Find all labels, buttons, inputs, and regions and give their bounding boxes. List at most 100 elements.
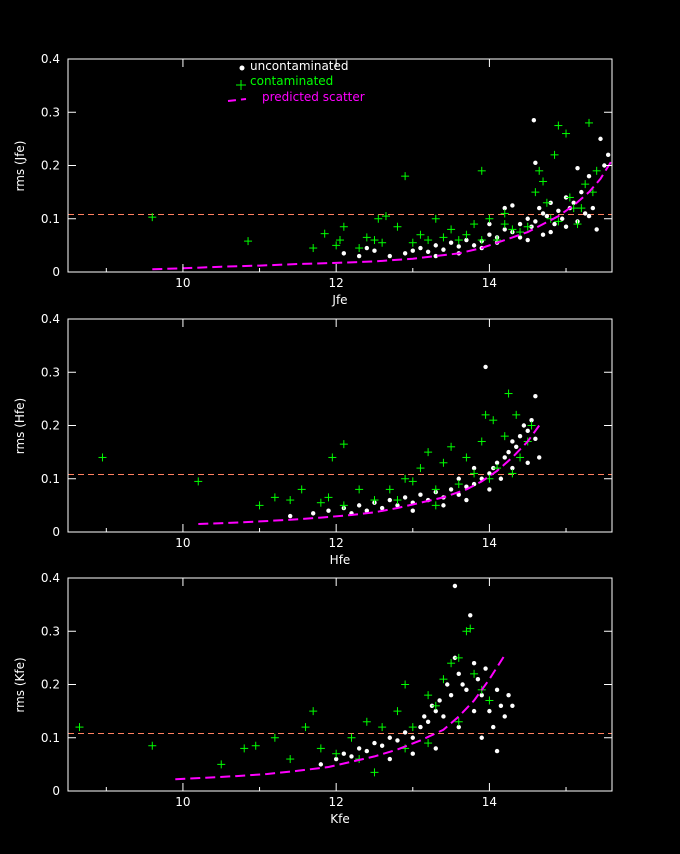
panel-kfe-ytick-label: 0 — [52, 784, 60, 798]
panel-jfe-uncontaminated-point — [502, 227, 507, 232]
panel-jfe-uncontaminated-point — [575, 165, 580, 171]
panel-jfe-contaminated-point — [581, 180, 590, 189]
panel-jfe: 10 12 14 0 0.1 0.2 0.3 0.4 Jfe rms (Jfe) — [13, 52, 613, 307]
panel-hfe-contaminated-point — [504, 389, 513, 398]
panel-kfe-uncontaminated-point — [395, 738, 400, 743]
panel-jfe-ylabel: rms (Jfe) — [13, 141, 27, 192]
panel-jfe-uncontaminated-point — [552, 221, 557, 227]
panel-hfe-contaminated-point — [431, 501, 440, 510]
panel-kfe-contaminated-point — [347, 733, 356, 742]
panel-kfe-uncontaminated-point — [422, 714, 427, 719]
panel-hfe-contaminated-point — [481, 410, 490, 419]
panel-kfe-uncontaminated-point — [456, 671, 461, 677]
panel-kfe-uncontaminated-point — [468, 613, 473, 618]
panel-kfe-contaminated-point — [148, 741, 157, 750]
panel-hfe-contaminated-point — [194, 477, 203, 486]
panel-jfe-uncontaminated-point — [582, 211, 588, 216]
panel-hfe-contaminated-point — [255, 501, 264, 510]
panel-hfe-uncontaminated-point — [356, 503, 362, 508]
panel-jfe-xlabel: Jfe — [331, 293, 347, 307]
panel-jfe-uncontaminated-point — [471, 243, 477, 248]
panel-hfe-contaminated-point — [339, 440, 348, 449]
panel-jfe-contaminated-point — [393, 222, 402, 231]
panel-kfe-uncontaminated-point — [402, 730, 408, 735]
panel-hfe-uncontaminated-point — [441, 503, 446, 508]
panel-hfe-ytick-label: 0 — [52, 525, 60, 539]
panel-hfe-contaminated-point — [98, 453, 107, 462]
panel-hfe-xtick-label: 14 — [482, 536, 497, 550]
panel-kfe-uncontaminated-point — [349, 754, 354, 759]
panel-hfe-uncontaminated-point — [494, 460, 500, 465]
panel-kfe-ylabel: rms (Kfe) — [13, 657, 27, 712]
panel-hfe-ylabel: rms (Hfe) — [13, 398, 27, 454]
panel-kfe-contaminated-point — [286, 755, 295, 764]
panel-jfe-ytick-label: 0.3 — [41, 105, 60, 119]
panel-hfe-contaminated-point — [470, 469, 479, 478]
panel-hfe-contaminated-point — [355, 485, 364, 494]
legend-uncontaminated-marker — [239, 65, 245, 71]
panel-hfe-xtick-label: 10 — [175, 536, 190, 550]
panel-kfe-uncontaminated-point — [318, 762, 324, 767]
panel-jfe-uncontaminated-point — [559, 216, 565, 221]
panel-jfe-contaminated-point — [408, 238, 417, 247]
panel-jfe-ytick-label: 0.4 — [41, 52, 60, 66]
panel-jfe-contaminated-point — [542, 198, 551, 207]
panel-jfe-contaminated-point — [244, 237, 253, 246]
panel-hfe-ytick-label: 0.1 — [41, 472, 60, 486]
panel-hfe-uncontaminated-point — [471, 465, 477, 471]
panel-jfe-contaminated-point — [381, 212, 390, 221]
panel-jfe-contaminated-point — [500, 220, 509, 229]
panel-hfe-uncontaminated-point — [418, 492, 423, 497]
panel-kfe-contaminated-point — [424, 691, 433, 700]
panel-jfe-uncontaminated-point — [448, 240, 454, 245]
panel-jfe-uncontaminated-point — [372, 248, 377, 253]
panel-kfe-uncontaminated-point — [341, 751, 347, 756]
panel-kfe: 10 12 14 0 0.1 0.2 0.3 0.4 Kfe rms (Kfe) — [13, 571, 613, 826]
panel-jfe-points — [68, 118, 613, 271]
panel-jfe-uncontaminated-point — [364, 245, 370, 251]
panel-jfe-contaminated-point — [370, 236, 379, 245]
panel-kfe-uncontaminated-point — [452, 583, 458, 589]
panel-jfe-uncontaminated-point — [487, 221, 492, 227]
panel-jfe-contaminated-point — [523, 222, 532, 231]
panel-hfe-ytick-label: 0.2 — [41, 419, 60, 433]
panel-kfe-uncontaminated-point — [471, 708, 477, 714]
panel-hfe-uncontaminated-point — [514, 444, 519, 449]
panel-hfe: 10 12 14 0 0.1 0.2 0.3 0.4 Hfe rms (Hfe) — [13, 312, 613, 567]
panel-kfe-contaminated-point — [447, 659, 456, 668]
panel-kfe-uncontaminated-point — [387, 756, 393, 762]
panel-jfe-ytick-label: 0.2 — [41, 159, 60, 173]
panel-hfe-contaminated-point — [500, 432, 509, 441]
panel-kfe-uncontaminated-point — [441, 714, 446, 719]
panel-jfe-uncontaminated-point — [533, 219, 538, 224]
panel-kfe-ticks: 10 12 14 0 0.1 0.2 0.3 0.4 — [41, 571, 612, 809]
panel-jfe-uncontaminated-point — [517, 221, 523, 227]
panel-jfe-uncontaminated-point — [590, 205, 596, 211]
panel-jfe-contaminated-point — [535, 166, 544, 175]
panel-kfe-uncontaminated-point — [418, 724, 423, 730]
panel-hfe-uncontaminated-point — [379, 505, 385, 511]
panel-jfe-uncontaminated-point — [517, 235, 523, 240]
panel-kfe-contaminated-point — [439, 675, 448, 684]
legend-predicted-marker — [227, 98, 247, 102]
panel-kfe-uncontaminated-point — [448, 692, 454, 698]
panel-jfe-contaminated-point — [531, 188, 540, 197]
legend: uncontaminated contaminated predicted sc… — [227, 59, 365, 104]
panel-kfe-contaminated-point — [454, 653, 463, 662]
panel-jfe-xtick-label: 10 — [175, 276, 190, 290]
panel-hfe-uncontaminated-point — [464, 497, 469, 503]
panel-jfe-uncontaminated-point — [533, 160, 538, 166]
panel-hfe-contaminated-point — [477, 437, 486, 446]
panel-jfe-uncontaminated-point — [586, 173, 592, 179]
panel-jfe-uncontaminated-point — [456, 244, 461, 249]
panel-kfe-uncontaminated-point — [387, 735, 393, 740]
panel-kfe-uncontaminated-point — [471, 661, 477, 666]
panel-jfe-ytick-label: 0 — [52, 265, 60, 279]
panel-jfe-contaminated-point — [320, 229, 329, 238]
panel-jfe-contaminated-point — [439, 233, 448, 242]
panel-kfe-contaminated-point — [470, 669, 479, 678]
panel-kfe-uncontaminated-point — [491, 724, 496, 730]
panel-hfe-uncontaminated-point — [410, 508, 415, 513]
